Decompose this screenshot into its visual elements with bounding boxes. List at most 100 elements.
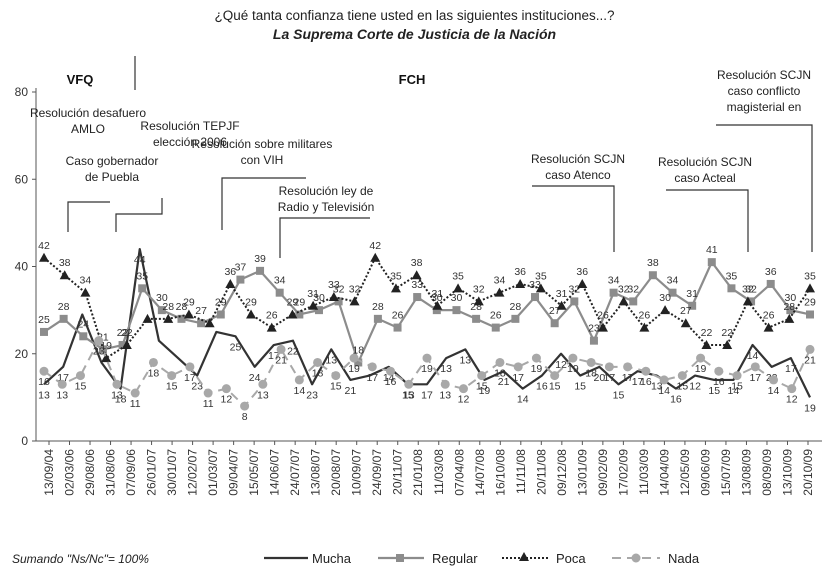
point-regular: [648, 271, 657, 280]
data-label-poca: 36: [576, 266, 588, 278]
data-label-poca: 22: [121, 327, 133, 339]
x-tick-label: 02/03/06: [63, 449, 77, 496]
data-label-nada: 19: [421, 363, 433, 375]
data-label-nada: 17: [512, 372, 524, 384]
data-label-poca: 36: [514, 266, 526, 278]
point-regular: [570, 297, 579, 306]
data-label-regular: 41: [706, 244, 718, 256]
data-label-nada: 11: [130, 398, 141, 410]
data-label-mucha: 21: [498, 376, 510, 388]
data-label-nada: 17: [184, 372, 196, 384]
x-tick-label: 13/08/09: [739, 449, 753, 496]
point-regular: [707, 258, 716, 267]
legend-item-mucha: Mucha: [262, 548, 362, 566]
legend-label-nada: Nada: [668, 551, 700, 566]
x-tick-label: 26/01/07: [145, 449, 159, 496]
data-label-regular: 28: [372, 301, 384, 313]
data-label-regular: 39: [254, 253, 266, 265]
data-label-mucha: 19: [804, 402, 816, 414]
data-label-mucha: 12: [555, 359, 567, 371]
point-poca: [639, 322, 650, 332]
series-line-poca: [43, 256, 811, 360]
data-label-nada: 13: [111, 389, 123, 401]
data-label-poca: 29: [183, 296, 195, 308]
data-label-regular: 33: [411, 279, 423, 291]
data-label-mucha: 44: [134, 254, 146, 266]
series-line-regular: [43, 261, 811, 364]
annotation-text: Caso gobernador de Puebla: [66, 154, 159, 184]
point-poca: [225, 278, 236, 288]
data-label-regular: 32: [745, 283, 757, 295]
point-nada: [39, 366, 49, 376]
data-label-mucha: 15: [574, 381, 586, 393]
x-tick-label: 11/03/09: [637, 449, 651, 495]
annotation-text: Resolución sobre militares con VIH: [192, 137, 333, 167]
point-nada: [422, 353, 432, 363]
point-nada: [531, 353, 541, 363]
point-nada: [167, 371, 177, 381]
data-label-mucha: 14: [383, 372, 395, 384]
point-nada: [294, 375, 304, 385]
point-nada: [732, 371, 742, 381]
legend-item-nada: Nada: [610, 548, 710, 566]
x-tick-label: 20/08/07: [329, 449, 343, 496]
data-label-mucha: 17: [57, 372, 69, 384]
data-label-nada: 17: [749, 372, 761, 384]
point-poca: [660, 305, 671, 315]
x-tick-label: 16/10/08: [493, 449, 507, 496]
point-nada: [440, 379, 450, 389]
data-label-nada: 15: [731, 381, 743, 393]
data-label-mucha: 14: [728, 385, 740, 397]
point-poca: [473, 296, 484, 306]
point-regular: [373, 314, 382, 323]
data-label-regular: 29: [293, 296, 305, 308]
point-nada: [240, 401, 250, 411]
point-poca: [453, 283, 464, 293]
data-label-regular: 32: [627, 283, 639, 295]
point-poca: [722, 340, 733, 350]
data-label-poca: 35: [390, 270, 402, 282]
data-label-nada: 16: [713, 376, 725, 388]
annotation-leader: [532, 185, 615, 252]
x-tick-label: 15/05/07: [247, 449, 261, 496]
period-label-fch: FCH: [399, 72, 426, 87]
point-nada: [203, 388, 213, 398]
y-tick-label: 20: [15, 347, 29, 361]
data-label-nada: 19: [531, 363, 543, 375]
point-poca: [680, 318, 691, 328]
y-tick-label: 60: [15, 172, 29, 186]
data-label-regular: 32: [568, 283, 580, 295]
data-label-nada: 17: [366, 372, 378, 384]
point-nada: [57, 379, 67, 389]
data-label-poca: 31: [432, 288, 444, 300]
data-label-poca: 34: [80, 275, 92, 287]
data-label-mucha: 17: [632, 376, 644, 388]
point-nada: [769, 375, 779, 385]
point-regular: [550, 319, 559, 328]
point-regular: [295, 310, 304, 319]
point-nada: [185, 362, 195, 372]
annotation-leader: [279, 217, 370, 258]
point-poca: [618, 296, 629, 306]
data-label-regular: 33: [529, 279, 541, 291]
annotation-leader: [716, 124, 813, 252]
data-label-mucha: 16: [536, 381, 548, 393]
data-label-nada: 12: [458, 394, 470, 406]
point-regular: [197, 319, 206, 328]
annotation-leader: [666, 189, 749, 252]
x-tick-label: 14/04/09: [657, 449, 671, 496]
data-label-regular: 21: [97, 331, 109, 343]
data-label-mucha: 15: [708, 385, 720, 397]
x-tick-label: 24/07/07: [288, 449, 302, 496]
point-nada: [386, 366, 396, 376]
y-tick-label: 80: [15, 85, 29, 99]
x-tick-label: 31/08/06: [104, 449, 118, 496]
point-nada: [112, 379, 122, 389]
data-label-poca: 19: [100, 340, 112, 352]
point-nada: [94, 336, 104, 346]
point-regular: [688, 301, 697, 310]
legend-swatch-poca: [502, 552, 548, 561]
x-tick-label: 12/02/07: [186, 449, 200, 496]
data-label-regular: 30: [785, 292, 797, 304]
point-regular: [472, 314, 481, 323]
